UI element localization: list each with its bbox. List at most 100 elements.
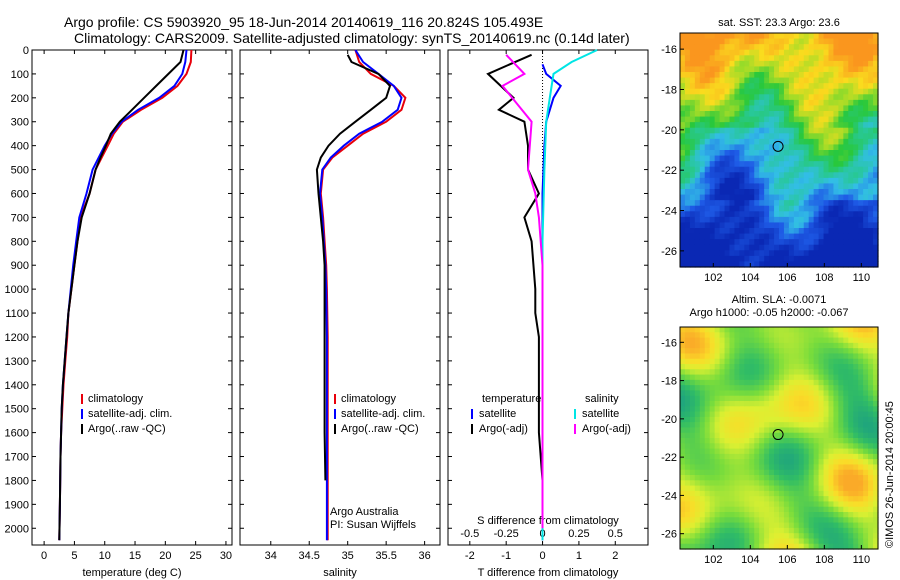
map-cell — [719, 172, 726, 179]
map-cell — [704, 364, 711, 370]
map-cell — [843, 216, 849, 224]
map-cell — [694, 111, 701, 118]
map-cell — [803, 422, 810, 429]
map-cell — [863, 411, 869, 418]
map-cell — [793, 459, 800, 466]
map-cell — [744, 166, 750, 173]
map-cell — [788, 94, 795, 101]
map-cell — [704, 438, 711, 444]
map-cell — [759, 166, 765, 173]
map-cell — [848, 369, 854, 376]
map-cell — [838, 475, 844, 481]
map-cell — [769, 161, 775, 168]
map-cell — [769, 353, 775, 360]
map-cell — [719, 475, 726, 481]
map-cell — [823, 116, 830, 123]
map-cell — [848, 390, 854, 397]
map-cell — [744, 416, 750, 423]
map-cell — [744, 255, 750, 263]
map-cell — [704, 395, 711, 402]
map-cell — [754, 527, 760, 534]
sla-map-subtitle: Argo h1000: -0.05 h2000: -0.067 — [689, 307, 848, 319]
map-cell — [699, 522, 706, 529]
map-cell — [724, 99, 731, 107]
map-cell — [788, 66, 795, 73]
map-cell — [769, 438, 775, 444]
x-tick-label: 20 — [159, 550, 171, 562]
map-cell — [838, 364, 844, 370]
x-tick-label: 104 — [741, 554, 759, 566]
map-cell — [709, 475, 716, 481]
map-cell — [808, 348, 815, 355]
map-cell — [823, 261, 830, 268]
map-cell — [813, 480, 820, 487]
map-cell — [833, 49, 839, 56]
map-cell — [749, 453, 755, 460]
map-cell — [818, 506, 825, 513]
map-cell — [719, 427, 726, 434]
map-cell — [823, 33, 830, 40]
map-cell — [754, 150, 760, 157]
map-cell — [689, 177, 696, 185]
map-cell — [719, 512, 726, 518]
map-cell — [754, 33, 760, 40]
map-cell — [764, 522, 770, 529]
map-cell — [838, 438, 844, 444]
map-cell — [779, 255, 785, 263]
map-cell — [798, 88, 805, 95]
map-cell — [833, 60, 839, 68]
map-cell — [813, 88, 820, 95]
map-cell — [808, 533, 815, 540]
map-cell — [684, 261, 691, 268]
map-cell — [793, 138, 800, 146]
map-cell — [798, 480, 805, 487]
map-cell — [843, 189, 849, 196]
map-cell — [843, 33, 849, 40]
map-cell — [788, 216, 795, 224]
map-cell — [749, 189, 755, 196]
map-cell — [744, 44, 750, 51]
map-cell — [863, 496, 869, 503]
map-cell — [838, 416, 844, 423]
map-cell — [873, 501, 879, 508]
map-cell — [833, 379, 839, 386]
map-cell — [873, 543, 879, 550]
map-cell — [744, 200, 750, 207]
map-cell — [694, 527, 701, 534]
map-cell — [868, 432, 874, 439]
map-cell — [828, 72, 835, 79]
map-cell — [873, 353, 879, 360]
map-cell — [739, 453, 745, 460]
map-cell — [848, 385, 854, 392]
map-cell — [813, 105, 820, 112]
map-cell — [704, 342, 711, 349]
map-cell — [739, 72, 745, 79]
map-cell — [714, 194, 721, 201]
map-cell — [744, 177, 750, 185]
map-cell — [818, 422, 825, 429]
map-cell — [818, 379, 825, 386]
map-cell — [699, 127, 706, 134]
map-cell — [704, 127, 711, 134]
map-cell — [813, 189, 820, 196]
map-cell — [724, 189, 731, 196]
map-cell — [833, 448, 839, 455]
map-cell — [689, 480, 696, 487]
map-cell — [744, 116, 750, 123]
map-cell — [704, 194, 711, 201]
map-cell — [793, 480, 800, 487]
map-cell — [858, 200, 864, 207]
map-cell — [734, 205, 740, 212]
map-cell — [779, 512, 785, 518]
map-cell — [709, 353, 716, 360]
map-cell — [808, 44, 815, 51]
map-cell — [828, 155, 835, 162]
map-cell — [813, 327, 820, 333]
map-cell — [719, 459, 726, 466]
map-cell — [843, 172, 849, 179]
map-cell — [749, 261, 755, 268]
map-cell — [788, 469, 795, 476]
map-cell — [798, 538, 805, 545]
map-cell — [684, 501, 691, 508]
map-cell — [739, 448, 745, 455]
